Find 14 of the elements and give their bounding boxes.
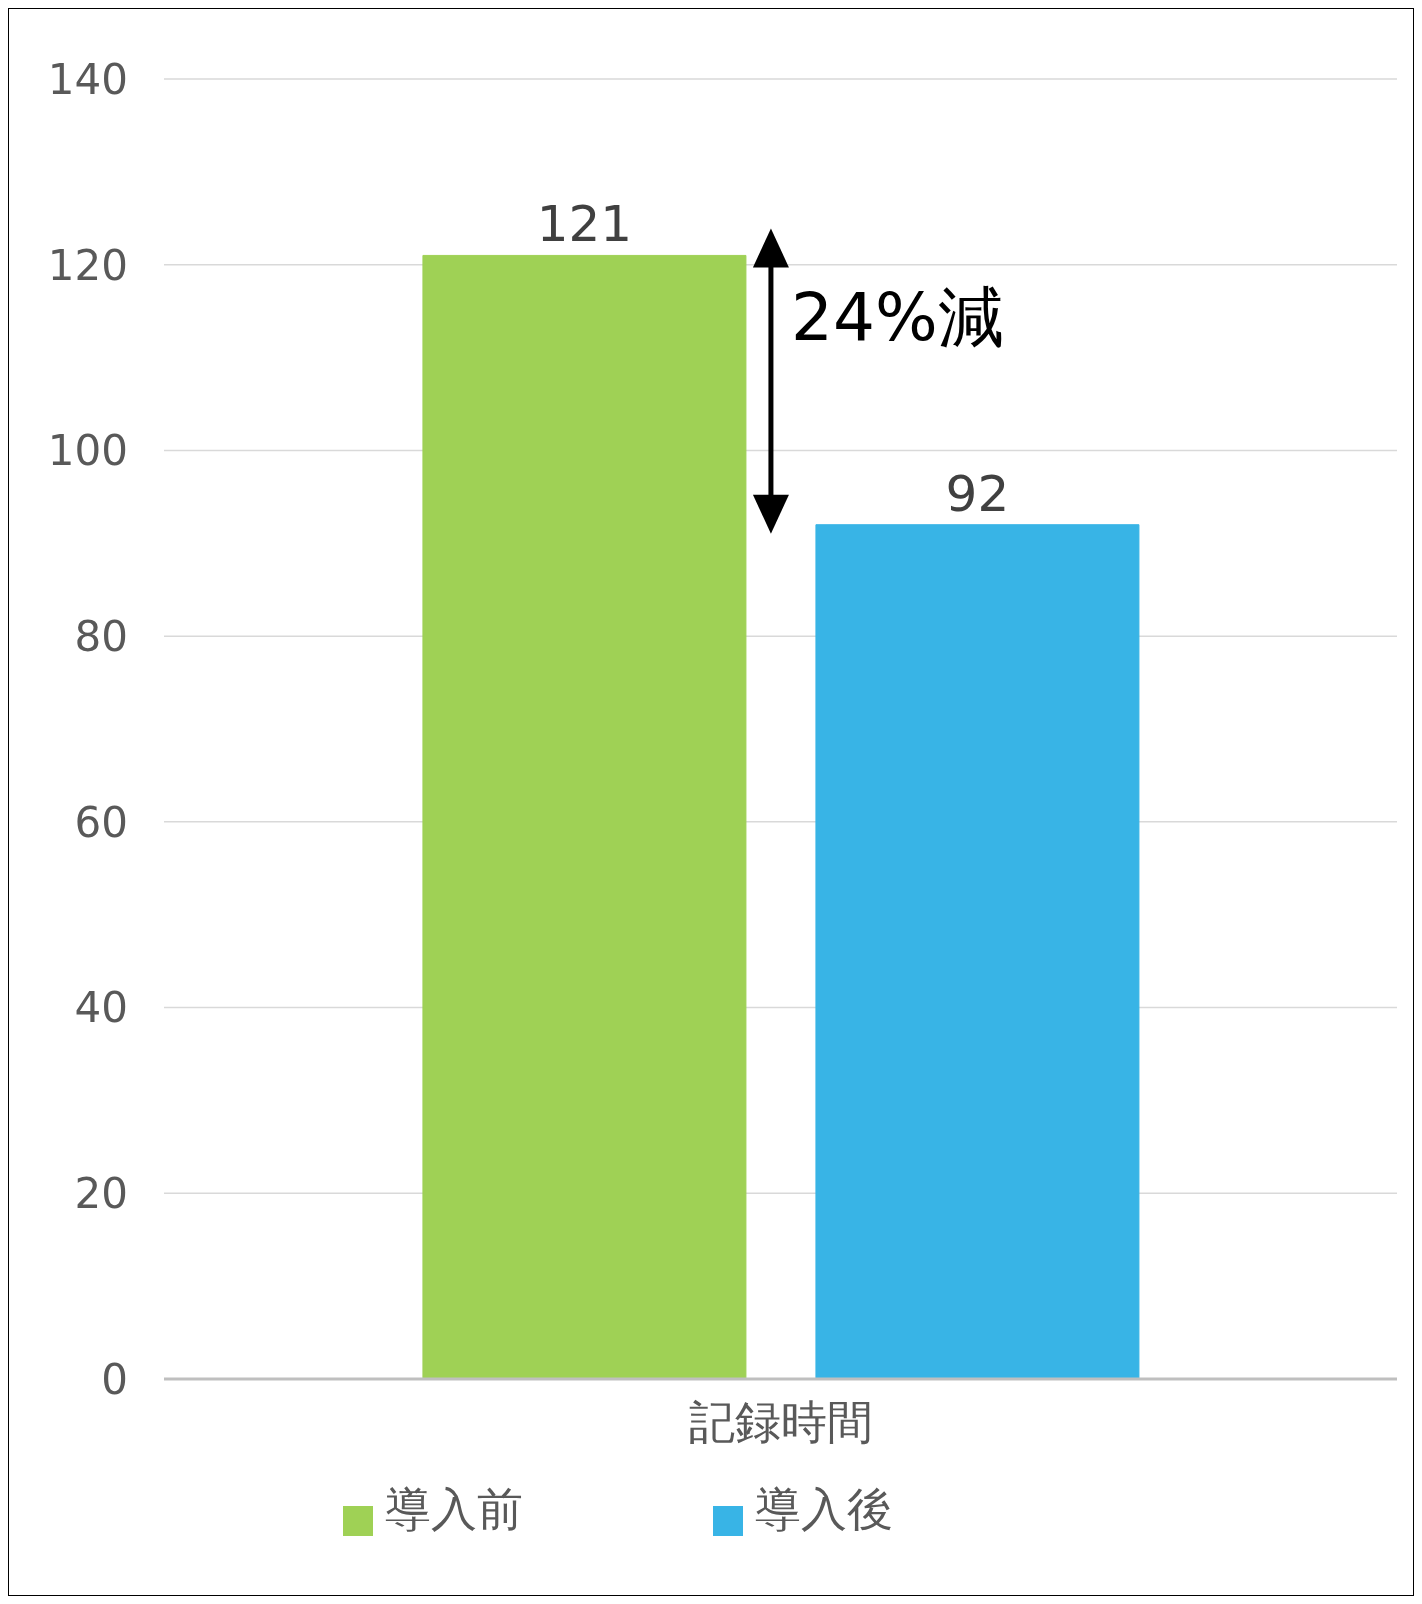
legend-label: 導入前 (384, 1482, 524, 1536)
y-tick-label: 0 (101, 1354, 128, 1404)
data-label: 92 (945, 464, 1010, 523)
y-tick-label: 140 (47, 54, 128, 104)
y-tick-label: 100 (47, 426, 128, 476)
y-tick-label: 20 (74, 1169, 128, 1219)
y-tick-label: 60 (74, 797, 128, 847)
legend-label: 導入後 (754, 1482, 894, 1536)
y-tick-label: 40 (74, 983, 128, 1033)
annotation: 24%減 (790, 279, 1004, 357)
data-label: 121 (536, 195, 633, 254)
x-tick-label: 記録時間 (688, 1394, 873, 1449)
y-tick-label: 120 (47, 240, 128, 290)
y-tick-label: 80 (74, 612, 128, 662)
